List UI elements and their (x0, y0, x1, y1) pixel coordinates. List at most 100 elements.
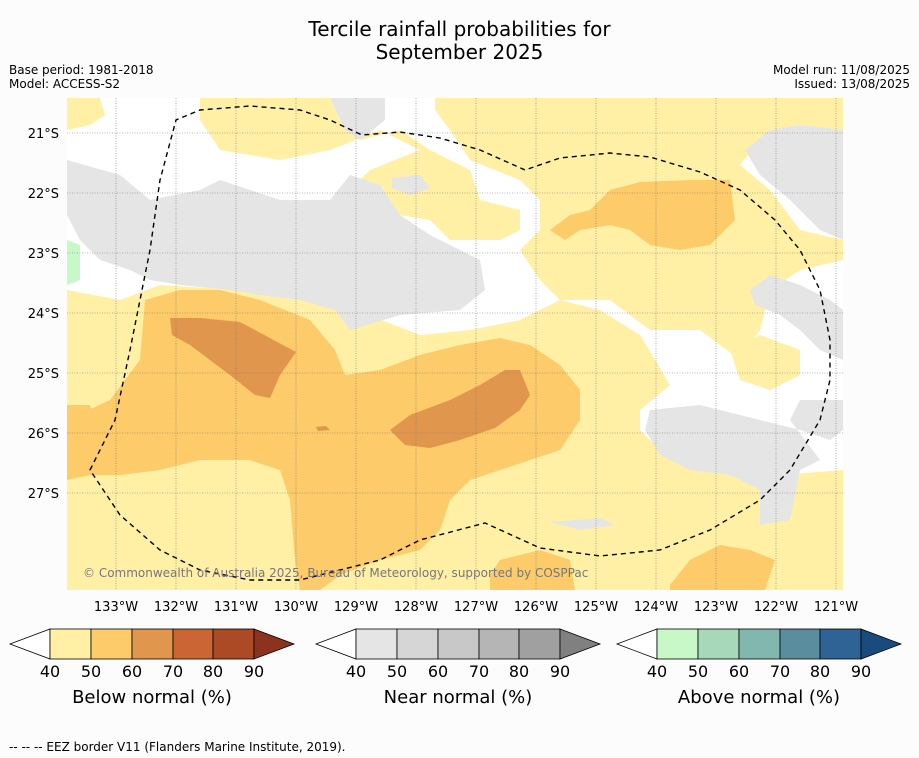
map-title: Tercile rainfall probabilities for Septe… (0, 18, 919, 64)
cb-tick: 90 (851, 662, 871, 681)
cb-tick: 50 (387, 662, 407, 681)
eez-footer-note: -- -- -- EEZ border V11 (Flanders Marine… (9, 740, 346, 754)
lon-label: 126°W (514, 600, 558, 615)
cb-title: Below normal (%) (72, 687, 232, 708)
cb-title: Above normal (%) (678, 687, 840, 708)
lon-label: 133°W (94, 600, 138, 615)
cb-tick: 70 (469, 662, 489, 681)
near-40-region-small-north (392, 175, 430, 195)
cb-below-seg (172, 628, 214, 660)
below-60-small-spot (316, 426, 330, 431)
colorbar-near-normal: 40 50 60 70 80 90 Near normal (%) (314, 628, 602, 708)
cb-below-seg (212, 628, 255, 660)
below-40-region-east-patch (730, 335, 800, 390)
cb-tick: 40 (40, 662, 60, 681)
below-50-region-southeast (670, 545, 775, 590)
cb-tick: 50 (688, 662, 708, 681)
cb-near-seg (518, 628, 561, 660)
near-40-region-top (330, 98, 385, 140)
cb-title: Near normal (%) (384, 687, 533, 708)
lat-label: 21°S (28, 127, 59, 142)
cb-near-seg (478, 628, 520, 660)
cb-below-seg (131, 628, 174, 660)
lat-label: 23°S (28, 247, 59, 262)
lon-label: 130°W (274, 600, 318, 615)
cb-above-high-arrow (860, 628, 903, 660)
below-50-region-south-mid (490, 550, 575, 590)
lon-label: 121°W (814, 600, 858, 615)
issued-date: Issued: 13/08/2025 (794, 77, 910, 91)
cb-tick: 70 (163, 662, 183, 681)
near-40-region-east-upper (745, 125, 843, 240)
rainfall-map: 21°S 22°S 23°S 24°S 25°S 26°S 27°S 133°W… (28, 98, 858, 615)
cb-below-seg (90, 628, 133, 660)
cb-tick: 70 (770, 662, 790, 681)
lon-label: 122°W (754, 600, 798, 615)
lat-label: 26°S (28, 427, 59, 442)
eez-border (89, 105, 831, 581)
near-40-region-southeast (645, 400, 843, 525)
cb-near-low-arrow (314, 628, 357, 660)
cb-tick: 80 (203, 662, 223, 681)
cb-near-seg (437, 628, 480, 660)
near-40-region-east-mid (750, 275, 843, 360)
lat-label: 22°S (28, 187, 59, 202)
colorbars: 40 50 60 70 80 90 Below normal (%) 40 50… (8, 628, 903, 708)
cb-above-seg (697, 628, 740, 660)
above-40-region-west (67, 240, 80, 285)
cb-below-high-arrow (253, 628, 296, 660)
near-40-region-central (67, 160, 485, 330)
lon-label: 123°W (694, 600, 738, 615)
below-60-region-central (390, 370, 530, 448)
cb-near-seg (355, 628, 398, 660)
cb-above-low-arrow (615, 628, 658, 660)
below-60-region-west (170, 318, 296, 398)
below-40-region-north (200, 98, 520, 240)
lon-labels: 133°W 132°W 131°W 130°W 129°W 128°W 127°… (94, 600, 858, 615)
lon-label: 132°W (154, 600, 198, 615)
below-50-region-northeast (550, 180, 735, 250)
cb-below-seg (49, 628, 92, 660)
copyright-notice: © Commonwealth of Australia 2025, Bureau… (83, 566, 588, 580)
cb-tick: 60 (122, 662, 142, 681)
lat-labels: 21°S 22°S 23°S 24°S 25°S 26°S 27°S (28, 127, 59, 502)
lon-label: 128°W (394, 600, 438, 615)
cb-tick: 90 (244, 662, 264, 681)
cb-tick: 80 (810, 662, 830, 681)
lon-label: 129°W (334, 600, 378, 615)
cb-tick: 50 (81, 662, 101, 681)
cb-tick: 40 (346, 662, 366, 681)
cb-below-low-arrow (8, 628, 51, 660)
map-fills (67, 98, 843, 590)
colorbar-above-normal: 40 50 60 70 80 90 Above normal (%) (615, 628, 903, 708)
cb-tick: 40 (647, 662, 667, 681)
base-period: Base period: 1981-2018 (9, 63, 154, 77)
cb-above-seg (738, 628, 781, 660)
lat-label: 27°S (28, 487, 59, 502)
meta-left: Base period: 1981-2018 Model: ACCESS-S2 (9, 63, 154, 91)
lon-label: 125°W (574, 600, 618, 615)
near-40-region-south-patch (550, 518, 615, 530)
cb-near-seg (396, 628, 439, 660)
meta-right: Model run: 11/08/2025 Issued: 13/08/2025 (773, 63, 910, 91)
cb-tick: 80 (509, 662, 529, 681)
colorbar-below-normal: 40 50 60 70 80 90 Below normal (%) (8, 628, 296, 708)
cb-above-seg (656, 628, 699, 660)
lon-label: 131°W (214, 600, 258, 615)
below-50-region-north-west (67, 405, 95, 420)
cb-tick: 60 (428, 662, 448, 681)
below-50-region-west (67, 290, 580, 590)
cb-above-seg (819, 628, 862, 660)
cb-above-seg (779, 628, 821, 660)
lat-label: 24°S (28, 307, 59, 322)
cb-tick: 90 (550, 662, 570, 681)
cb-near-high-arrow (559, 628, 602, 660)
title-line1: Tercile rainfall probabilities for (308, 17, 611, 41)
lat-label: 25°S (28, 367, 59, 382)
model-run: Model run: 11/08/2025 (772, 63, 910, 77)
title-line2: September 2025 (375, 40, 544, 64)
lon-label: 127°W (454, 600, 498, 615)
gridlines (67, 98, 843, 590)
model-name: Model: ACCESS-S2 (9, 77, 121, 91)
cb-tick: 60 (729, 662, 749, 681)
